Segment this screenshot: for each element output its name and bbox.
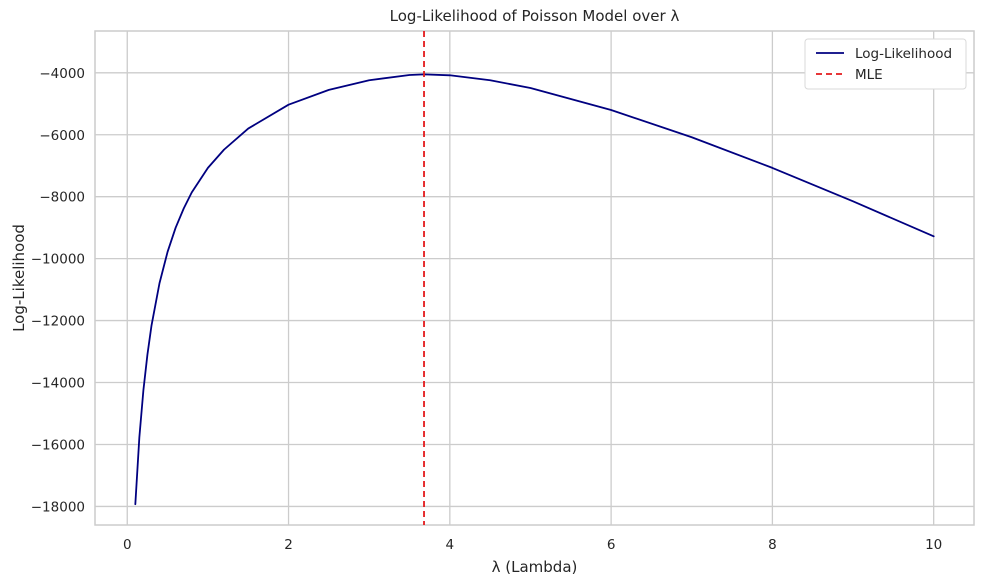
y-tick-label: −8000	[39, 190, 85, 206]
x-tick-label: 10	[925, 537, 942, 553]
y-tick-label: −10000	[31, 252, 85, 268]
legend-label-log-likelihood: Log-Likelihood	[855, 46, 952, 62]
y-axis-ticks: −18000 −16000 −14000 −12000 −10000 −8000 −6000…	[31, 66, 85, 516]
x-tick-label: 2	[284, 537, 293, 553]
x-axis-ticks: 0 2 4 6 8 10	[123, 537, 942, 553]
y-tick-label: −6000	[39, 128, 85, 144]
legend: Log-Likelihood MLE	[804, 38, 967, 90]
series-layer	[134, 31, 935, 525]
plot-area-frame	[94, 30, 975, 526]
y-tick-label: −4000	[39, 66, 85, 82]
y-tick-label: −16000	[31, 437, 85, 453]
chart-title: Log-Likelihood of Poisson Model over λ	[390, 7, 680, 25]
x-tick-label: 0	[123, 537, 132, 553]
legend-box	[804, 38, 967, 90]
legend-label-mle: MLE	[855, 67, 883, 83]
series-line-log-likelihood	[134, 73, 935, 506]
y-tick-label: −18000	[31, 499, 85, 515]
y-axis-label: Log-Likelihood	[10, 224, 28, 332]
y-tick-label: −12000	[31, 314, 85, 330]
x-tick-label: 4	[446, 537, 455, 553]
y-tick-label: −14000	[31, 376, 85, 392]
x-tick-label: 6	[607, 537, 616, 553]
grid-lines	[95, 31, 974, 525]
x-tick-label: 8	[768, 537, 777, 553]
x-axis-label: λ (Lambda)	[492, 558, 578, 576]
